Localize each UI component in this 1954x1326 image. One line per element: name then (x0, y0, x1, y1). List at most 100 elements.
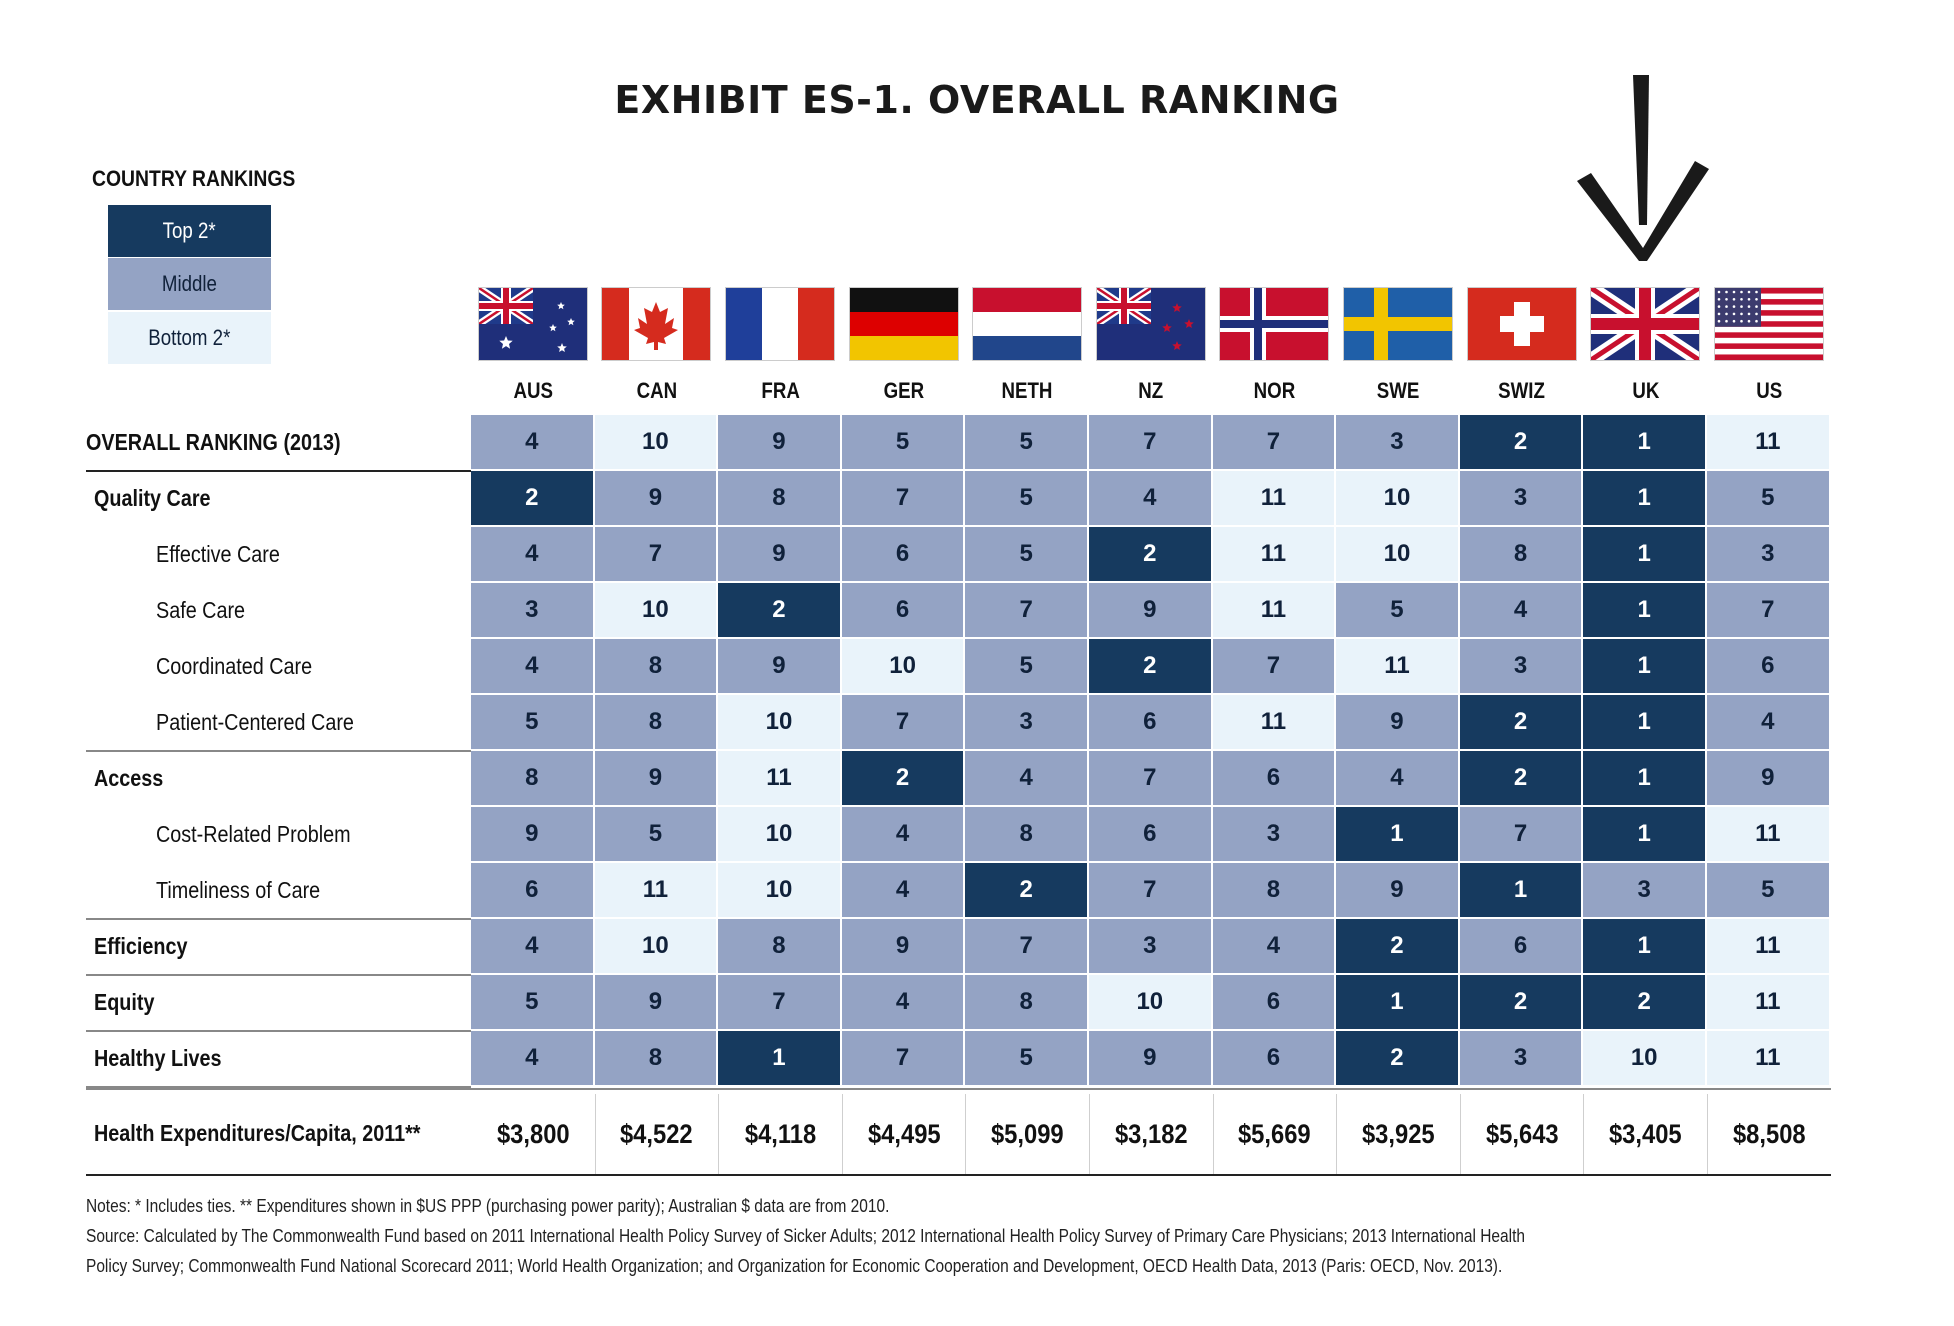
rank-cell-ger: 4 (841, 807, 966, 863)
rank-cell-us: 11 (1707, 807, 1831, 863)
rank-cell-swiz: 4 (1459, 583, 1584, 639)
rank-cell-ger: 4 (841, 975, 966, 1031)
rank-cell-aus: 5 (471, 975, 595, 1031)
row-divider (86, 1086, 471, 1088)
row-label: Coordinated Care (156, 653, 313, 679)
row-label: Cost-Related Problem (156, 821, 351, 847)
rank-cell-fra: 10 (718, 863, 842, 919)
rank-cell-nz: 7 (1089, 751, 1213, 807)
rank-cell-nor: 4 (1212, 919, 1337, 975)
column-divider (1089, 1094, 1090, 1174)
country-code-uk: UK (1583, 378, 1707, 404)
country-code-label: NETH (1001, 378, 1053, 403)
rank-cell-uk: 1 (1583, 751, 1707, 807)
rank-cell-neth: 4 (965, 751, 1089, 807)
rank-cell-swe: 1 (1336, 807, 1460, 863)
rank-cell-neth: 5 (965, 527, 1089, 583)
rank-cell-can: 10 (594, 415, 719, 471)
rank-cell-swiz: 2 (1459, 415, 1584, 471)
rank-cell-nz: 6 (1089, 695, 1213, 751)
country-code-label: NZ (1138, 378, 1164, 403)
expenditure-nor: $5,669 (1213, 1094, 1337, 1174)
column-divider (965, 1094, 967, 1174)
rank-cell-neth: 2 (965, 863, 1089, 919)
rank-cell-fra: 2 (718, 583, 842, 639)
rank-cell-swe: 2 (1336, 1031, 1460, 1087)
expenditure-neth: $5,099 (965, 1094, 1089, 1174)
rank-cell-aus: 4 (471, 919, 595, 975)
row-divider (86, 974, 471, 976)
flag-uk (1590, 287, 1701, 361)
rank-cell-can: 10 (594, 583, 719, 639)
column-divider (1336, 1094, 1338, 1174)
flag-us (1713, 287, 1824, 361)
rank-cell-nor: 11 (1212, 695, 1337, 751)
country-code-us: US (1707, 378, 1831, 404)
country-code-ger: GER (842, 378, 966, 404)
rank-cell-uk: 1 (1583, 919, 1707, 975)
legend-top2-label: Top 2* (162, 218, 217, 243)
rank-cell-ger: 4 (841, 863, 966, 919)
rank-cell-aus: 5 (471, 695, 595, 751)
country-code-aus: AUS (471, 378, 595, 404)
rank-cell-nz: 2 (1089, 639, 1213, 695)
rank-cell-can: 8 (594, 639, 719, 695)
rank-cell-nor: 7 (1212, 415, 1337, 471)
rank-cell-fra: 8 (718, 471, 842, 527)
expenditure-value: $8,508 (1732, 1118, 1806, 1149)
rank-cell-nor: 7 (1212, 639, 1337, 695)
legend-title: COUNTRY RANKINGS (92, 166, 296, 191)
row-label: Efficiency (94, 933, 188, 959)
expenditure-aus: $3,800 (471, 1094, 595, 1174)
row-label: Effective Care (156, 541, 280, 567)
rank-cell-can: 9 (594, 975, 719, 1031)
rank-cell-fra: 10 (718, 695, 842, 751)
rank-cell-fra: 8 (718, 919, 842, 975)
row-label: Timeliness of Care (156, 877, 321, 903)
row-divider (86, 750, 471, 752)
rank-cell-aus: 9 (471, 807, 595, 863)
rank-cell-ger: 10 (841, 639, 966, 695)
expenditure-label: Health Expenditures/Capita, 2011** (94, 1120, 421, 1146)
country-code-label: CAN (636, 378, 677, 403)
rank-cell-aus: 4 (471, 1031, 595, 1087)
country-code-label: SWIZ (1498, 378, 1546, 403)
rank-cell-uk: 1 (1583, 639, 1707, 695)
rank-cell-aus: 4 (471, 415, 595, 471)
expenditure-value: $3,800 (496, 1118, 570, 1149)
rank-cell-swiz: 1 (1459, 863, 1584, 919)
expenditure-value: $3,182 (1114, 1118, 1188, 1149)
flag-swiz (1466, 287, 1577, 361)
rank-cell-ger: 6 (841, 583, 966, 639)
country-code-can: CAN (595, 378, 719, 404)
rank-cell-uk: 1 (1583, 527, 1707, 583)
rank-cell-us: 3 (1707, 527, 1831, 583)
rank-cell-swe: 9 (1336, 863, 1460, 919)
rank-cell-aus: 4 (471, 527, 595, 583)
rank-cell-nor: 6 (1212, 975, 1337, 1031)
rank-cell-ger: 6 (841, 527, 966, 583)
row-label: Equity (94, 989, 155, 1015)
country-code-label: FRA (760, 378, 800, 403)
rank-cell-us: 11 (1707, 919, 1831, 975)
rank-cell-ger: 7 (841, 1031, 966, 1087)
rank-cell-swiz: 3 (1459, 1031, 1584, 1087)
rank-cell-nz: 9 (1089, 583, 1213, 639)
country-code-nz: NZ (1089, 378, 1213, 404)
rank-cell-can: 8 (594, 1031, 719, 1087)
rank-cell-uk: 1 (1583, 807, 1707, 863)
legend-middle-label: Middle (161, 271, 218, 296)
rank-cell-can: 9 (594, 751, 719, 807)
column-divider (1583, 1094, 1585, 1174)
legend-bottom2-label: Bottom 2* (148, 325, 231, 350)
country-code-fra: FRA (718, 378, 842, 404)
rank-cell-aus: 2 (471, 471, 595, 527)
expenditure-uk: $3,405 (1583, 1094, 1707, 1174)
expenditure-value: $5,643 (1485, 1118, 1559, 1149)
flag-swe (1343, 287, 1453, 361)
notes-line-1: Notes: * Includes ties. ** Expenditures … (86, 1196, 890, 1216)
country-code-label: GER (883, 378, 925, 403)
rank-cell-swe: 9 (1336, 695, 1460, 751)
rank-cell-us: 7 (1707, 583, 1831, 639)
rank-cell-neth: 5 (965, 1031, 1089, 1087)
